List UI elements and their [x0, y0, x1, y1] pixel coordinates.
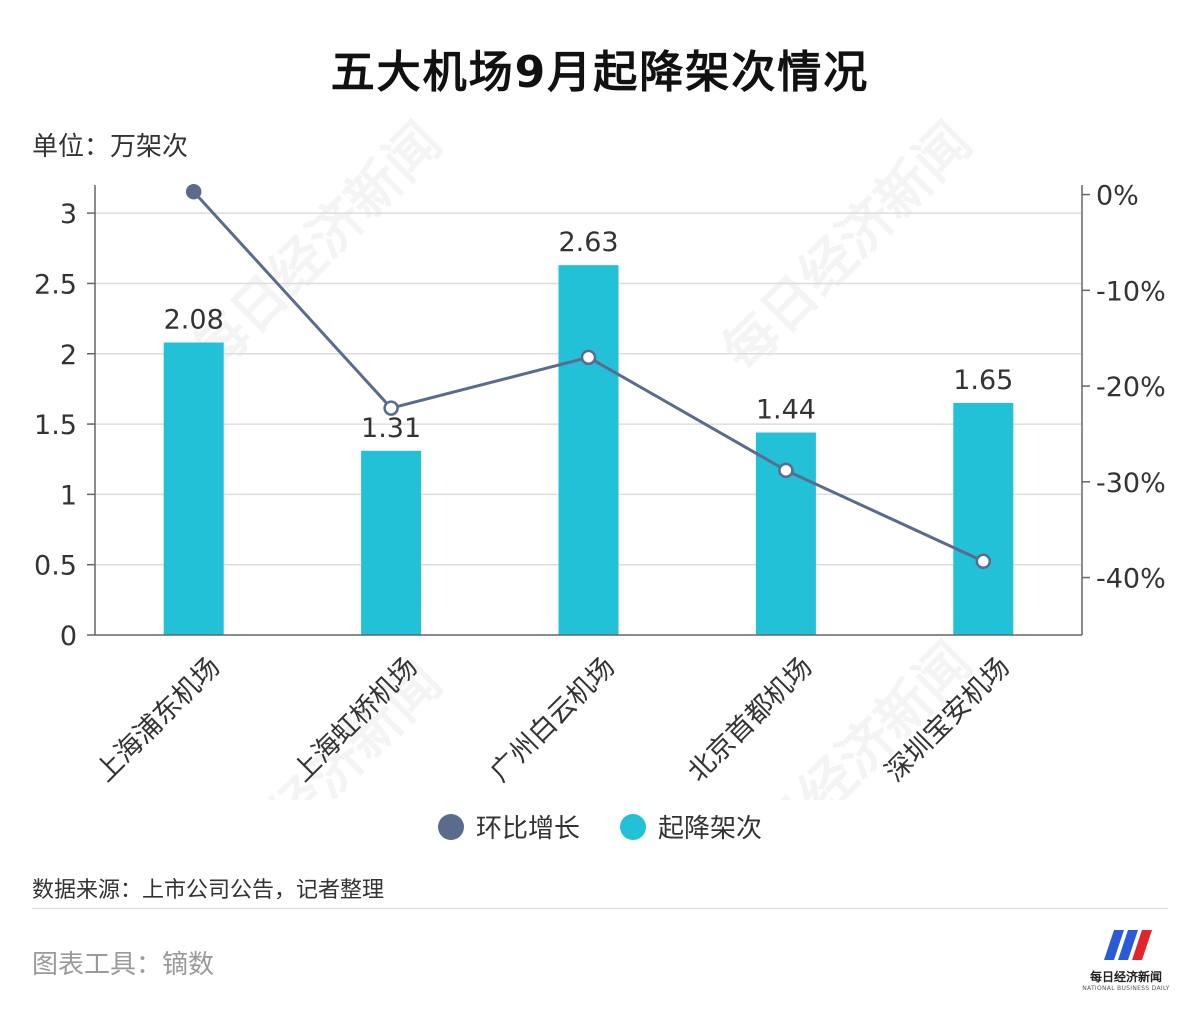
- y-right-tick-label-0: 0%: [1096, 181, 1139, 212]
- brand-logo: 每日经济新闻 NATIONAL BUSINESS DAILY: [1078, 926, 1174, 996]
- chart-title: 五大机场9月起降架次情况: [330, 47, 870, 98]
- y-left-tick-label-5: 2.5: [34, 269, 77, 300]
- legend-item-growth[interactable]: 环比增长: [437, 808, 580, 845]
- logo-name: 每日经济新闻: [1089, 970, 1162, 984]
- footer-divider: [32, 908, 1168, 909]
- y-left-tick-label-0: 0: [60, 621, 77, 652]
- bar-1: [361, 450, 422, 635]
- legend-marker-flights: [620, 813, 646, 840]
- line-point-0: [185, 183, 202, 200]
- watermark-1: 每日经济新闻: [710, 110, 984, 384]
- line-point-1: [383, 400, 399, 416]
- logo-mark-icon: [1104, 930, 1152, 960]
- y-right-tick-label-2: -20%: [1096, 372, 1166, 403]
- unit-label: 单位：万架次: [32, 132, 189, 162]
- y-right-tick-label-1: -10%: [1096, 276, 1166, 307]
- legend-label-flights: 起降架次: [658, 814, 763, 844]
- bar-label-3: 1.44: [756, 395, 816, 426]
- bar-4: [953, 402, 1014, 635]
- bar-label-2: 2.63: [558, 227, 618, 258]
- y-left-tick-label-6: 3: [60, 199, 77, 230]
- y-left-tick-label-4: 2: [60, 340, 77, 371]
- line-point-2: [580, 349, 597, 366]
- line-point-4: [975, 553, 992, 570]
- x-tick-label-3: 北京首都机场: [682, 652, 818, 788]
- x-tick-label-0: 上海浦东机场: [90, 652, 226, 788]
- y-right-tick-label-3: -30%: [1096, 468, 1166, 499]
- legend-item-flights[interactable]: 起降架次: [620, 808, 762, 845]
- x-tick-label-2: 广州白云机场: [485, 652, 621, 788]
- bar-2: [558, 265, 619, 635]
- y-left-tick-label-1: 0.5: [34, 551, 77, 582]
- bar-label-4: 1.65: [953, 365, 1013, 396]
- y-left-tick-label-3: 1.5: [34, 410, 77, 441]
- legend: 环比增长 起降架次: [0, 808, 1200, 845]
- line-point-3: [778, 462, 794, 479]
- y-right-tick-label-4: -40%: [1096, 564, 1166, 595]
- legend-label-growth: 环比增长: [475, 814, 580, 844]
- bar-label-0: 2.08: [164, 305, 224, 336]
- bar-0: [163, 342, 224, 635]
- legend-marker-growth: [437, 813, 464, 840]
- logo-subtitle: NATIONAL BUSINESS DAILY: [1082, 985, 1170, 992]
- y-left-tick-label-2: 1: [60, 480, 77, 511]
- bar-label-1: 1.31: [361, 413, 421, 444]
- tool-text: 图表工具：镝数: [32, 950, 215, 980]
- source-text: 数据来源：上市公司公告，记者整理: [32, 878, 385, 903]
